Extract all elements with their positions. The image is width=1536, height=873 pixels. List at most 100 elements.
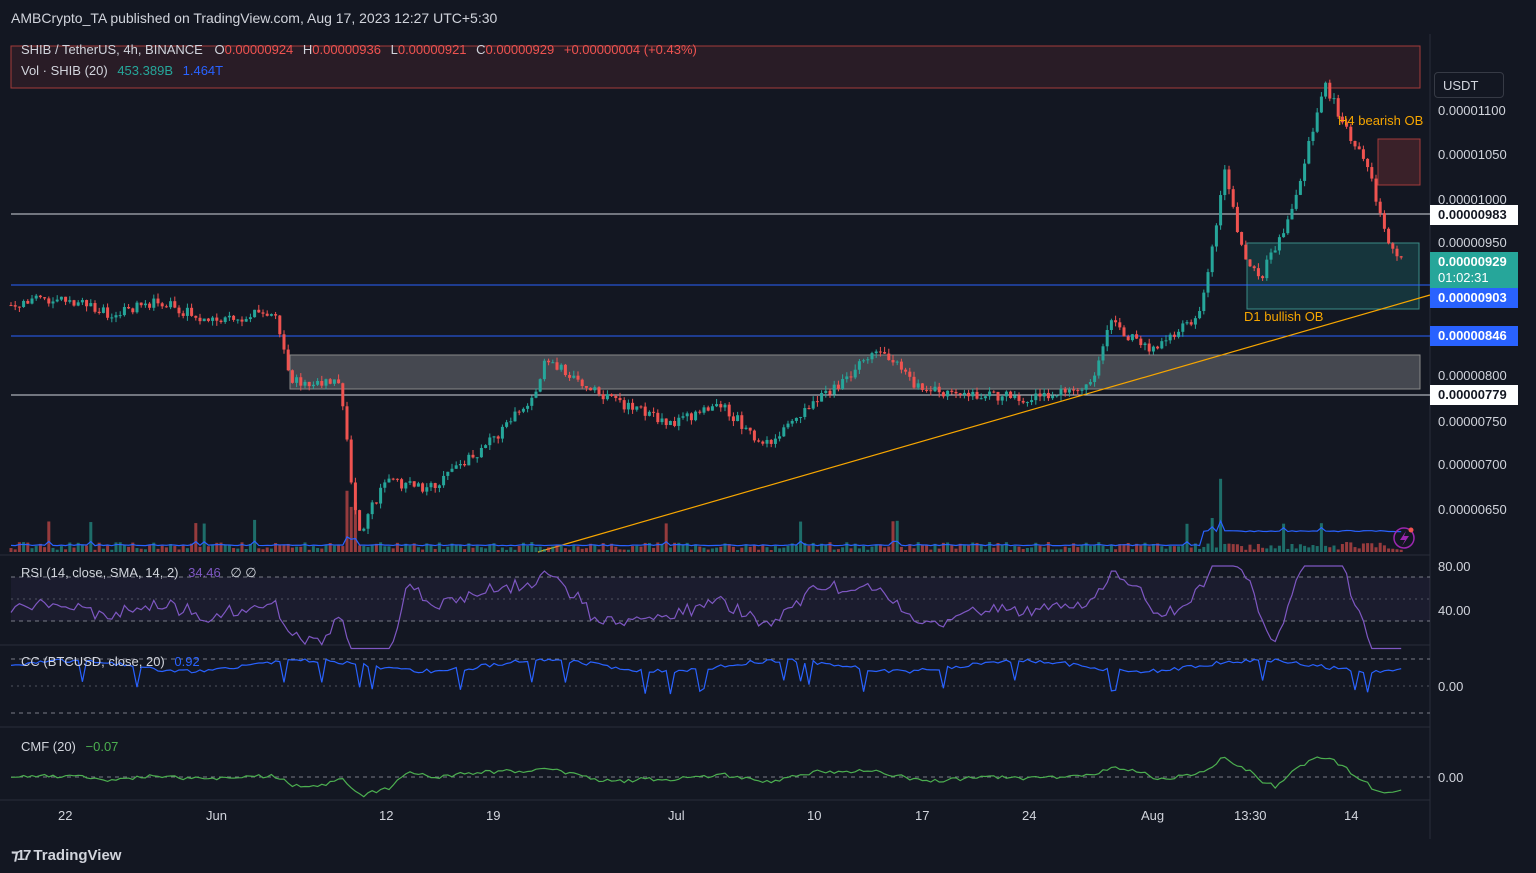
volume-bar [1030, 547, 1034, 552]
volume-bar [1319, 523, 1323, 552]
volume-bar [635, 545, 639, 552]
candle-body [660, 418, 664, 423]
candle-body [786, 423, 790, 428]
high-label: H [302, 42, 313, 57]
volume-bar [492, 543, 496, 552]
volume-bar [799, 521, 803, 552]
volume-bar [916, 542, 920, 552]
volume-bar [618, 549, 622, 552]
candle-body [1340, 116, 1344, 123]
candle-body [400, 479, 404, 489]
symbol-legend[interactable]: SHIB / TetherUS, 4h, BINANCE O0.00000924… [21, 42, 697, 57]
candle-body [916, 383, 920, 388]
volume-bar [421, 549, 425, 552]
volume-bar [76, 542, 80, 552]
currency-button[interactable]: USDT [1434, 72, 1504, 98]
candle-body [799, 416, 803, 418]
candle-body [395, 478, 399, 480]
candle-body [1130, 334, 1134, 341]
volume-bar [899, 546, 903, 552]
candle-body [668, 420, 672, 426]
candle-body [1261, 276, 1265, 279]
candle-body [299, 377, 303, 386]
volume-legend[interactable]: Vol · SHIB (20) 453.389B 1.464T [21, 63, 223, 78]
volume-bar [622, 549, 626, 552]
volume-bar [1227, 543, 1231, 552]
candle-body [379, 487, 383, 504]
candle-body [1240, 232, 1244, 245]
cc-legend[interactable]: CC (BTCUSD, close, 20) 0.92 [21, 654, 200, 669]
rsi-tick: 80.00 [1438, 559, 1471, 574]
candle-body [1067, 389, 1071, 393]
candle-body [72, 300, 76, 306]
volume-bar [135, 548, 139, 552]
candle-body [614, 395, 618, 399]
candle-body [656, 412, 660, 423]
candle-body [870, 353, 874, 360]
volume-bar [807, 545, 811, 552]
candle-body [286, 349, 290, 371]
candle-body [639, 406, 643, 408]
volume-bar [895, 520, 899, 552]
candle-body [1399, 256, 1403, 258]
volume-bar [773, 546, 777, 552]
volume-bar [765, 547, 769, 552]
volume-bar [1164, 548, 1168, 552]
volume-bar [290, 547, 294, 552]
candle-body [1353, 141, 1357, 147]
volume-bar [656, 542, 660, 552]
candle-body [1093, 375, 1097, 383]
candle-body [152, 298, 156, 308]
candle-body [122, 307, 126, 316]
candle-body [979, 398, 983, 400]
volume-bar [664, 523, 668, 552]
volume-bar [1126, 542, 1130, 552]
candle-body [950, 390, 954, 392]
candle-body [1202, 292, 1206, 312]
volume-bar [1004, 542, 1008, 552]
volume-bar [446, 546, 450, 552]
candle-body [307, 381, 311, 387]
price-tag-983: 0.00000983 [1430, 205, 1518, 225]
volume-bar [1361, 543, 1365, 552]
tradingview-logo[interactable]: ⁊17 TradingView [11, 846, 121, 865]
cmf-legend[interactable]: CMF (20) −0.07 [21, 739, 118, 754]
volume-bar [870, 546, 874, 552]
volume-bar [1122, 544, 1126, 552]
volume-bar [173, 546, 177, 552]
volume-bar [1072, 543, 1076, 552]
volume-bar [1009, 549, 1013, 552]
candle-body [517, 411, 521, 413]
volume-bar [202, 523, 206, 552]
candle-body [295, 377, 299, 383]
candle-body [778, 436, 782, 439]
volume-bar [169, 544, 173, 552]
candle-body [971, 391, 975, 397]
volume-bar [1105, 548, 1109, 552]
volume-bar [803, 542, 807, 552]
volume-bar [9, 548, 13, 552]
candle-body [9, 305, 13, 307]
candle-body [160, 303, 164, 307]
volume-bar [954, 548, 958, 552]
chart-canvas[interactable]: H4 bearish OB D1 bullish OB 0.00001100 0… [0, 34, 1536, 839]
rsi-legend[interactable]: RSI (14, close, SMA, 14, 2) 34.46 ∅ ∅ [21, 565, 257, 581]
candle-body [866, 359, 870, 361]
volume-bar [576, 546, 580, 552]
volume-bar [710, 548, 714, 552]
volume-bar [1059, 549, 1063, 552]
volume-bar [694, 544, 698, 552]
candle-body [736, 415, 740, 422]
candle-body [391, 478, 395, 480]
volume-bar [1097, 542, 1101, 552]
volume-bar [366, 547, 370, 552]
chart-area[interactable]: H4 bearish OB D1 bullish OB 0.00001100 0… [0, 34, 1536, 839]
volume-bar [265, 547, 269, 552]
time-tick: 13:30 [1234, 808, 1267, 823]
volume-bar [240, 542, 244, 552]
candle-body [13, 305, 17, 307]
volume-bar [244, 549, 248, 552]
volume-bar [1038, 545, 1042, 552]
candle-body [500, 426, 504, 439]
rsi-tick: 40.00 [1438, 603, 1471, 618]
